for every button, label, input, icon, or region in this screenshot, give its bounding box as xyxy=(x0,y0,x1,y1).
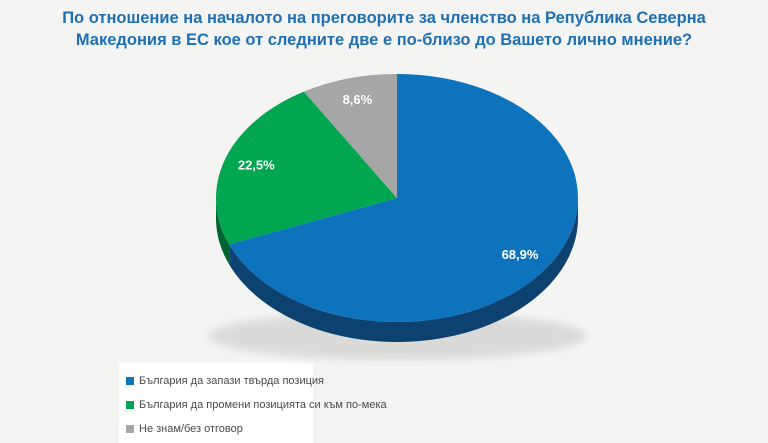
legend-item: България да запази твърда позиция xyxy=(126,369,324,393)
chart-title-line-1: По отношение на началото на преговорите … xyxy=(62,9,706,27)
slice-value-label: 8,6% xyxy=(343,92,373,107)
pie-slice xyxy=(229,74,578,322)
slice-value-label: 68,9% xyxy=(502,247,539,262)
legend-swatch-icon xyxy=(126,401,134,409)
pie-slice xyxy=(216,91,397,245)
pie-slice xyxy=(303,74,397,198)
slice-value-label: 22,5% xyxy=(238,158,275,173)
legend-label: България да промени позицията си към по-… xyxy=(139,399,387,411)
legend: България да запази твърда позиция Българ… xyxy=(119,363,387,443)
pie-slice-side xyxy=(216,198,230,265)
chart-title-line-2: Македония в ЕС кое от следните две е по-… xyxy=(75,31,693,49)
chart-title: По отношение на началото на преговорите … xyxy=(0,7,768,51)
slide-background: { "title": { "lines": [ "По отношение на… xyxy=(0,7,768,443)
legend-swatch-icon xyxy=(126,377,134,385)
legend-item: България да промени позицията си към по-… xyxy=(126,393,387,417)
pie-chart: 68,9% 22,5% 8,6% xyxy=(208,74,586,360)
legend-label: България да запази твърда позиция xyxy=(139,375,325,387)
legend-label: Не знам/без отговор xyxy=(139,423,243,435)
legend-item: Не знам/без отговор xyxy=(126,417,313,441)
legend-swatch-icon xyxy=(126,425,134,433)
pie-slice-side xyxy=(229,198,578,343)
